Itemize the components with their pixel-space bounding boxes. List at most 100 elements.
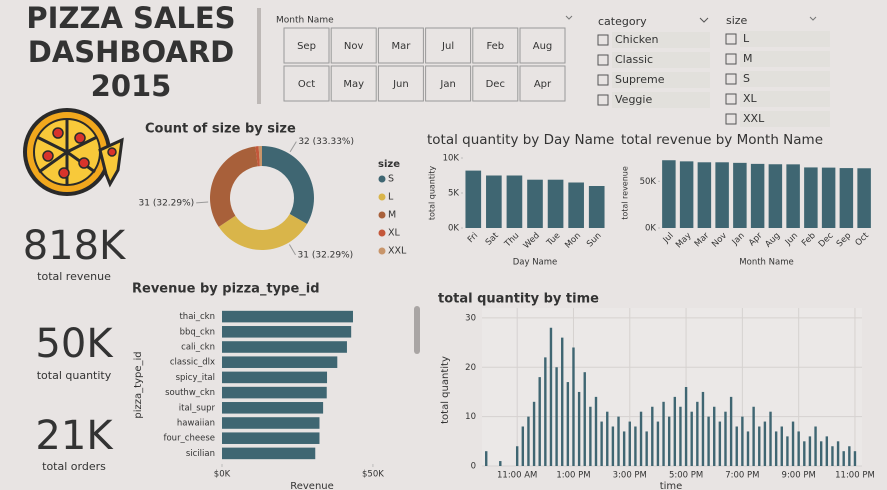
bar [617, 416, 620, 466]
data-label: 32 (33.33%) [298, 137, 354, 147]
checkbox[interactable] [725, 53, 737, 65]
bar [848, 446, 851, 466]
legend-title: size [378, 159, 400, 170]
month-button-label[interactable]: Aug [533, 41, 553, 52]
donut-slice [210, 146, 258, 227]
bar [780, 426, 783, 466]
bar [486, 175, 502, 228]
month-button-label[interactable]: Apr [534, 79, 552, 90]
leader-line [288, 244, 296, 256]
checkbox-label[interactable]: L [743, 32, 750, 45]
bar [589, 406, 592, 466]
checkbox-label[interactable]: Supreme [615, 73, 665, 86]
bar [667, 416, 671, 466]
bar [786, 164, 800, 228]
month-button[interactable] [519, 27, 566, 64]
bar [839, 168, 854, 228]
leader-line [196, 201, 209, 204]
checkbox[interactable] [725, 33, 737, 45]
option-background [740, 71, 830, 87]
bar [814, 426, 817, 466]
month-button[interactable] [425, 65, 472, 102]
month-button[interactable] [330, 27, 377, 64]
bar [690, 411, 693, 466]
month-button-label[interactable]: Jul [441, 41, 454, 52]
kpi-value: 818K [23, 223, 127, 269]
y-tick-label: four_cheese [163, 434, 215, 444]
bar [803, 441, 806, 466]
kpi-value: 21K [35, 413, 114, 459]
bar [679, 406, 682, 466]
month-button[interactable] [519, 65, 566, 102]
checkbox[interactable] [725, 73, 737, 85]
filter-label: Month Name [276, 16, 334, 26]
dashboard-title: 2015 [91, 69, 172, 103]
checkbox[interactable] [725, 93, 737, 105]
month-button-label[interactable]: Sep [297, 41, 316, 52]
data-label: 31 (32.29%) [298, 250, 354, 260]
bar [707, 416, 710, 466]
bar [684, 387, 688, 466]
option-background [740, 51, 830, 67]
month-button[interactable] [377, 27, 424, 64]
month-button-label[interactable]: Jun [392, 79, 409, 90]
month-button[interactable] [472, 27, 519, 64]
checkbox-label[interactable]: M [743, 52, 753, 65]
month-button[interactable] [377, 65, 424, 102]
option-background [740, 111, 830, 127]
checkbox-label[interactable]: Chicken [615, 33, 659, 46]
month-button-label[interactable]: Dec [486, 79, 505, 90]
option-background [740, 31, 830, 47]
y-axis-title: total quantity [440, 356, 451, 424]
month-button[interactable] [472, 65, 519, 102]
legend-marker [378, 229, 386, 237]
bar [735, 426, 738, 466]
bar [634, 426, 637, 466]
bar [566, 382, 570, 466]
bar [656, 421, 660, 466]
month-button-label[interactable]: Oct [298, 79, 315, 90]
divider [257, 8, 261, 104]
legend-label: S [388, 174, 394, 185]
y-tick-label: cali_ckn [181, 343, 215, 353]
bar [594, 396, 598, 466]
bar [588, 186, 605, 228]
legend-label: M [388, 210, 396, 221]
filter-label: category [598, 15, 647, 28]
month-button[interactable] [283, 65, 330, 102]
month-button-label[interactable]: Mar [391, 41, 411, 52]
checkbox-label[interactable]: XXL [743, 112, 765, 125]
month-button[interactable] [330, 65, 377, 102]
checkbox[interactable] [597, 74, 609, 86]
y-tick-label: sicilian [186, 449, 215, 459]
month-button[interactable] [283, 27, 330, 64]
month-button-label[interactable]: Feb [486, 41, 504, 52]
month-button-label[interactable]: May [343, 79, 364, 90]
bar [857, 168, 871, 228]
kpi-value: 50K [35, 321, 114, 367]
checkbox-label[interactable]: S [743, 72, 750, 85]
bar [797, 431, 800, 466]
checkbox[interactable] [597, 94, 609, 106]
checkbox[interactable] [597, 54, 609, 66]
x-tick-label: $50K [362, 470, 384, 480]
option-background [612, 52, 710, 68]
checkbox-label[interactable]: Classic [615, 53, 653, 66]
y-tick-label: classic_dlx [170, 358, 215, 368]
y-tick-label: 0K [448, 224, 459, 234]
bar [527, 416, 530, 466]
donut-slice [218, 214, 308, 251]
bar [651, 406, 654, 466]
scrollbar[interactable] [414, 306, 420, 354]
bar [222, 310, 353, 323]
month-button-label[interactable]: Nov [344, 41, 364, 52]
bar [831, 446, 834, 466]
bar [538, 377, 541, 466]
month-button[interactable] [425, 27, 472, 64]
month-button-label[interactable]: Jan [439, 79, 455, 90]
checkbox-label[interactable]: Veggie [615, 93, 652, 106]
checkbox-label[interactable]: XL [743, 92, 758, 105]
checkbox[interactable] [725, 113, 737, 125]
checkbox[interactable] [597, 34, 609, 46]
